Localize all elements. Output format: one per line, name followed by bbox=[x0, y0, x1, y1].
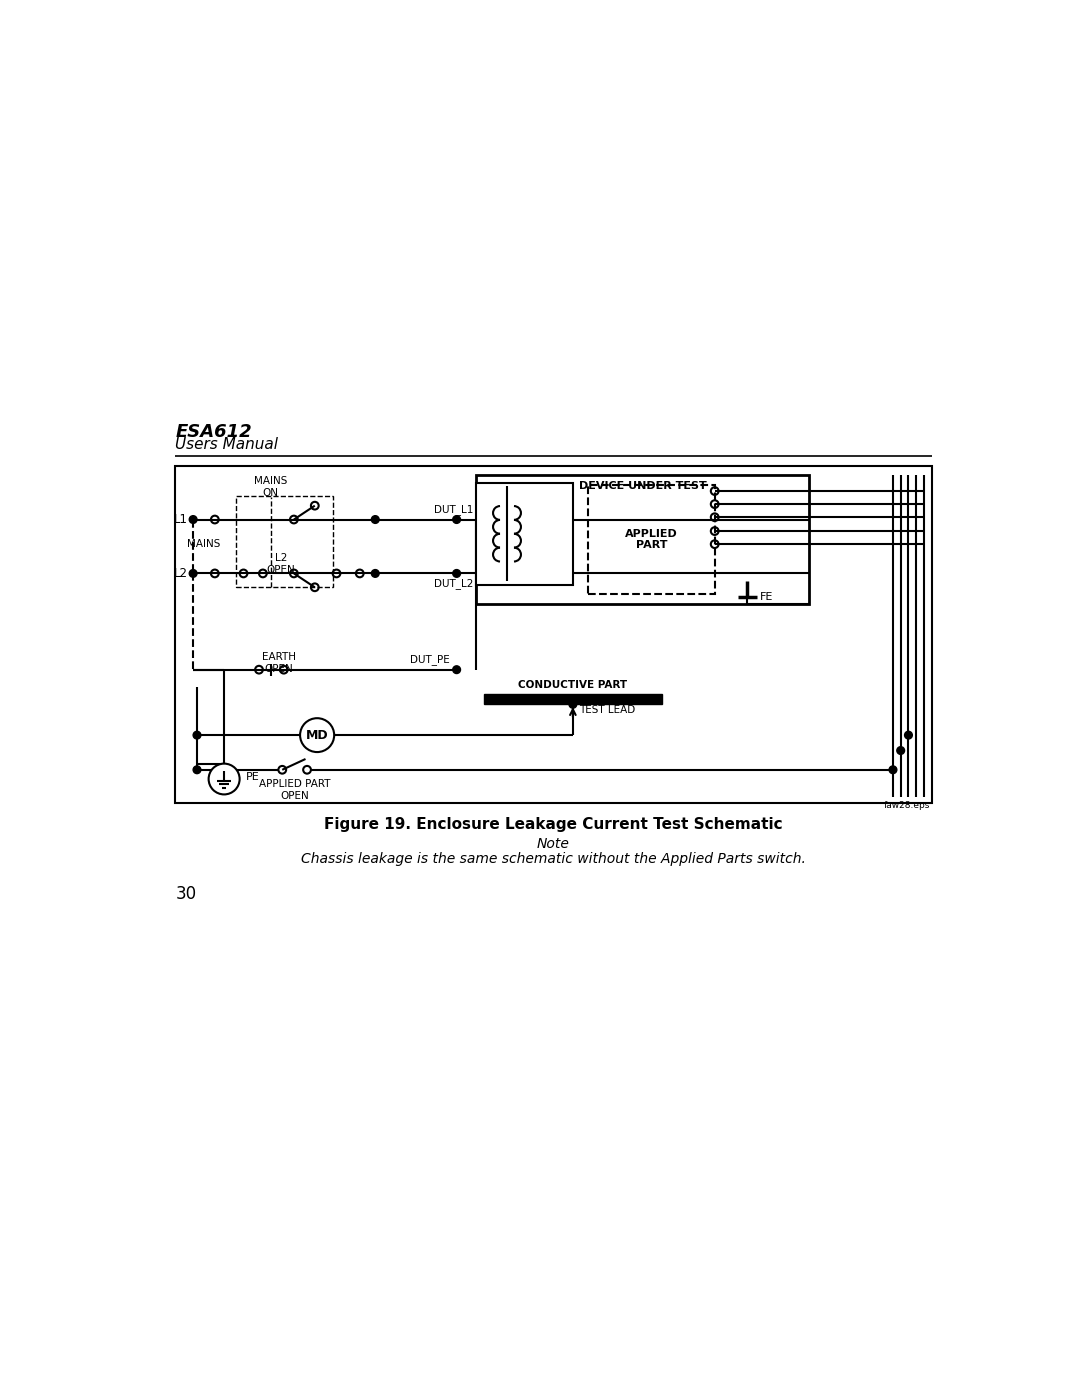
Text: 30: 30 bbox=[175, 886, 197, 904]
Text: FE: FE bbox=[759, 591, 773, 602]
Circle shape bbox=[453, 570, 460, 577]
Text: APPLIED
PART: APPLIED PART bbox=[625, 528, 678, 550]
Bar bbox=[235, 496, 333, 587]
Text: PE: PE bbox=[246, 773, 259, 782]
Circle shape bbox=[453, 515, 460, 524]
Text: CONDUCTIVE PART: CONDUCTIVE PART bbox=[518, 680, 627, 690]
Text: L2
OPEN: L2 OPEN bbox=[267, 553, 295, 576]
Circle shape bbox=[300, 718, 334, 752]
Text: MAINS
ON: MAINS ON bbox=[254, 476, 287, 497]
Text: faw28.eps: faw28.eps bbox=[883, 802, 930, 810]
Bar bbox=[589, 485, 715, 594]
Text: EARTH
OPEN: EARTH OPEN bbox=[262, 652, 296, 673]
Text: L1: L1 bbox=[174, 513, 188, 527]
Circle shape bbox=[372, 570, 379, 577]
Bar bbox=[175, 465, 932, 803]
Circle shape bbox=[193, 766, 201, 774]
Text: DUT_PE: DUT_PE bbox=[409, 654, 449, 665]
Circle shape bbox=[372, 515, 379, 524]
Circle shape bbox=[905, 731, 913, 739]
Bar bbox=[484, 694, 662, 704]
Text: L2: L2 bbox=[174, 567, 188, 580]
Text: Chassis leakage is the same schematic without the Applied Parts switch.: Chassis leakage is the same schematic wi… bbox=[301, 852, 806, 866]
Bar bbox=[476, 482, 572, 585]
Circle shape bbox=[569, 700, 577, 708]
Text: APPLIED PART
OPEN: APPLIED PART OPEN bbox=[259, 780, 330, 800]
Circle shape bbox=[189, 515, 197, 524]
Circle shape bbox=[208, 764, 240, 795]
Text: DUT_L1: DUT_L1 bbox=[434, 504, 474, 515]
Text: MAINS: MAINS bbox=[187, 539, 220, 549]
Text: ESA612: ESA612 bbox=[175, 423, 252, 441]
Circle shape bbox=[889, 766, 896, 774]
Text: DUT_L2: DUT_L2 bbox=[434, 578, 474, 590]
Circle shape bbox=[189, 570, 197, 577]
Text: DEVICE UNDER TEST: DEVICE UNDER TEST bbox=[579, 481, 706, 490]
Text: MD: MD bbox=[306, 729, 328, 742]
Circle shape bbox=[896, 746, 905, 754]
Text: Figure 19. Enclosure Leakage Current Test Schematic: Figure 19. Enclosure Leakage Current Tes… bbox=[324, 817, 783, 831]
Circle shape bbox=[453, 666, 460, 673]
Text: Users Manual: Users Manual bbox=[175, 437, 279, 451]
Text: Note: Note bbox=[537, 837, 570, 851]
Circle shape bbox=[193, 731, 201, 739]
Bar bbox=[476, 475, 809, 605]
Text: TEST LEAD: TEST LEAD bbox=[579, 705, 635, 715]
